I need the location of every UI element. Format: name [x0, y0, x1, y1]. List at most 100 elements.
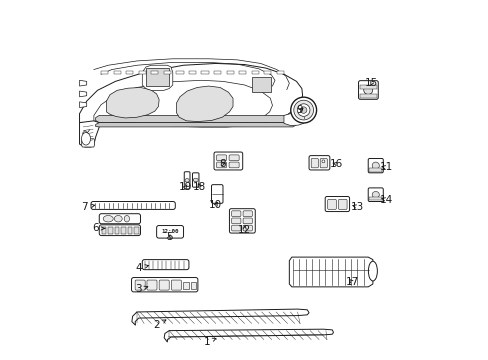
FancyBboxPatch shape	[228, 162, 239, 168]
Bar	[251, 71, 258, 74]
Bar	[121, 227, 125, 234]
Polygon shape	[80, 91, 86, 97]
Bar	[190, 282, 196, 289]
FancyBboxPatch shape	[308, 156, 329, 170]
FancyBboxPatch shape	[156, 226, 183, 238]
FancyBboxPatch shape	[310, 158, 318, 168]
FancyBboxPatch shape	[338, 199, 346, 210]
FancyBboxPatch shape	[142, 260, 188, 270]
Bar	[115, 227, 119, 234]
FancyBboxPatch shape	[231, 218, 241, 224]
Polygon shape	[176, 86, 233, 122]
Bar	[214, 71, 221, 74]
Bar	[201, 71, 208, 74]
Bar	[359, 94, 376, 98]
Bar	[139, 71, 145, 74]
Bar	[183, 282, 189, 289]
Polygon shape	[132, 309, 308, 325]
FancyBboxPatch shape	[228, 155, 239, 161]
FancyBboxPatch shape	[231, 225, 241, 231]
Bar	[368, 168, 381, 172]
FancyBboxPatch shape	[367, 188, 383, 202]
Bar	[251, 77, 271, 92]
FancyBboxPatch shape	[243, 218, 252, 224]
Bar	[108, 227, 113, 234]
FancyBboxPatch shape	[184, 172, 190, 189]
Ellipse shape	[363, 86, 372, 94]
Bar	[368, 197, 381, 201]
Polygon shape	[284, 114, 304, 126]
Text: 6: 6	[92, 224, 104, 233]
Text: 4: 4	[135, 263, 148, 273]
FancyBboxPatch shape	[243, 225, 252, 231]
Polygon shape	[106, 87, 159, 118]
FancyBboxPatch shape	[211, 185, 223, 203]
Polygon shape	[80, 80, 86, 86]
Polygon shape	[81, 139, 94, 147]
Polygon shape	[80, 121, 99, 147]
Text: 14: 14	[379, 195, 392, 205]
Text: 8: 8	[219, 159, 226, 169]
FancyBboxPatch shape	[131, 278, 198, 292]
FancyBboxPatch shape	[99, 225, 140, 235]
Ellipse shape	[124, 216, 129, 222]
Bar	[145, 68, 169, 86]
Ellipse shape	[321, 160, 324, 163]
Polygon shape	[142, 65, 172, 90]
Bar	[264, 71, 271, 74]
Ellipse shape	[81, 132, 90, 145]
FancyBboxPatch shape	[327, 199, 336, 210]
Text: 15: 15	[365, 78, 378, 88]
Bar	[102, 227, 106, 234]
FancyBboxPatch shape	[192, 173, 199, 187]
Polygon shape	[94, 80, 272, 126]
Bar	[226, 71, 233, 74]
Bar	[359, 85, 376, 89]
Bar	[113, 71, 121, 74]
FancyBboxPatch shape	[216, 155, 226, 161]
FancyBboxPatch shape	[216, 162, 226, 168]
FancyBboxPatch shape	[91, 202, 175, 210]
Text: 11: 11	[379, 162, 392, 172]
Bar	[101, 71, 108, 74]
Text: 10: 10	[209, 200, 222, 210]
Polygon shape	[164, 329, 333, 342]
FancyBboxPatch shape	[231, 211, 241, 217]
FancyBboxPatch shape	[243, 211, 252, 217]
Bar	[126, 71, 133, 74]
Polygon shape	[96, 123, 296, 127]
Ellipse shape	[300, 107, 306, 113]
Text: 7: 7	[81, 202, 95, 212]
Ellipse shape	[293, 100, 313, 120]
Ellipse shape	[371, 192, 379, 198]
Text: 17: 17	[345, 277, 358, 287]
Polygon shape	[289, 257, 372, 287]
FancyBboxPatch shape	[171, 280, 181, 290]
Ellipse shape	[184, 179, 189, 182]
Ellipse shape	[367, 261, 377, 281]
Polygon shape	[80, 102, 86, 108]
Bar	[239, 71, 246, 74]
FancyBboxPatch shape	[214, 152, 242, 170]
Text: 1: 1	[203, 337, 216, 347]
Bar	[163, 71, 171, 74]
Bar	[176, 71, 183, 74]
Text: 12: 12	[237, 225, 251, 235]
Bar	[151, 71, 158, 74]
Text: 12:00: 12:00	[161, 229, 179, 234]
Ellipse shape	[297, 104, 309, 116]
Polygon shape	[80, 63, 302, 127]
Ellipse shape	[103, 216, 113, 222]
Polygon shape	[96, 116, 298, 123]
Text: 18: 18	[193, 182, 206, 192]
Ellipse shape	[114, 216, 122, 222]
FancyBboxPatch shape	[147, 280, 157, 290]
Ellipse shape	[193, 178, 198, 182]
Bar	[276, 71, 284, 74]
Ellipse shape	[290, 97, 316, 123]
Text: 19: 19	[178, 182, 192, 192]
Text: 13: 13	[350, 202, 364, 212]
FancyBboxPatch shape	[358, 81, 378, 99]
Ellipse shape	[371, 162, 379, 169]
FancyBboxPatch shape	[325, 197, 349, 212]
